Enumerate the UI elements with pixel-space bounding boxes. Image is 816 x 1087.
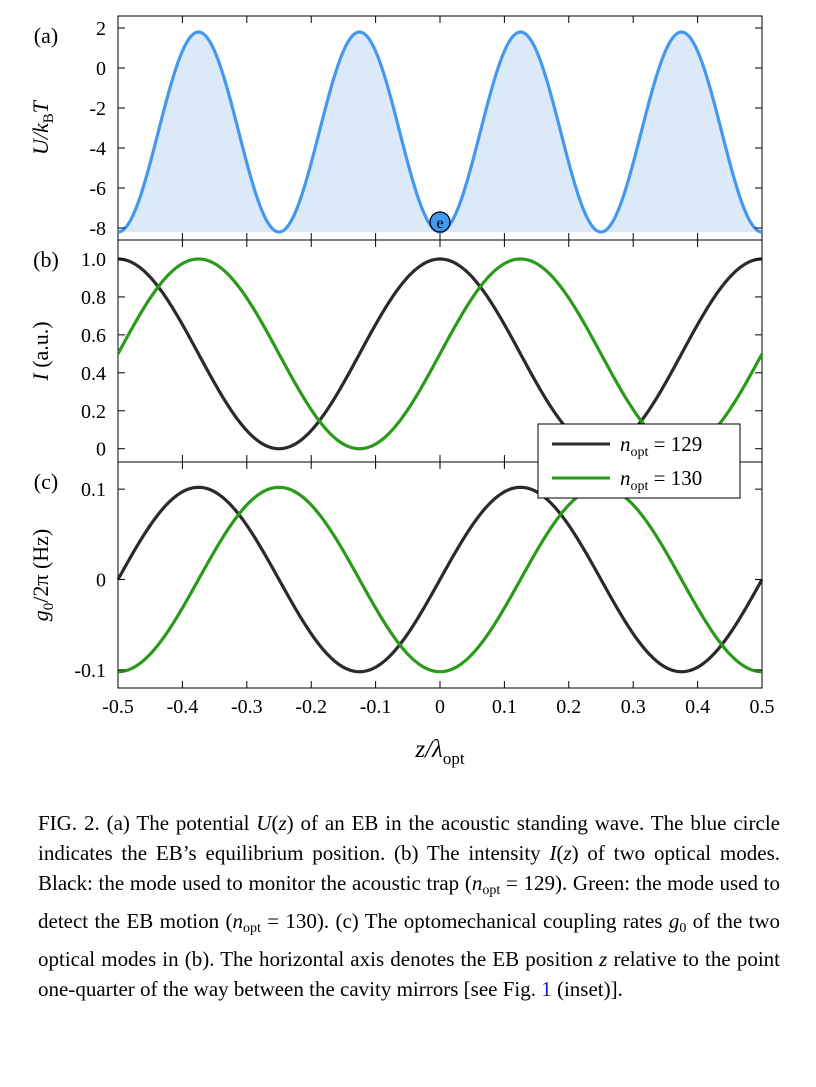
x-tick-label: 0.5 — [750, 696, 775, 718]
y-tick-label: -8 — [89, 218, 106, 240]
y-tick-label: -2 — [89, 98, 106, 120]
intensity-curve-129 — [117, 257, 763, 451]
figure: (a) 2 0 -2 -4 -6 -8 U/kBT e (b) 1.0 0.8 0.6 0.4 0.2 0 I… — [28, 15, 775, 768]
y-tick-label: 0.2 — [81, 401, 106, 423]
y-tick-label: 0 — [96, 58, 106, 80]
legend: nopt = 129 nopt = 130 — [537, 423, 741, 499]
x-tick-label: -0.3 — [231, 696, 263, 718]
y-tick-label: 2 — [96, 18, 106, 40]
y-tick-label: 0 — [96, 439, 106, 461]
intensity-curve-130 — [116, 257, 764, 451]
x-tick-label: -0.1 — [360, 696, 392, 718]
legend-entry: nopt = 129 — [620, 432, 702, 460]
panel-a: (a) 2 0 -2 -4 -6 -8 U/kBT e — [28, 15, 763, 241]
y-tick-label: 0.4 — [81, 363, 106, 385]
y-axis-label: I (a.u.) — [28, 321, 53, 381]
legend-entry: nopt = 130 — [620, 466, 702, 494]
potential-area — [118, 32, 762, 232]
eb-marker — [429, 211, 451, 233]
y-tick-label: -6 — [89, 178, 106, 200]
x-tick-label: 0.4 — [685, 696, 710, 718]
y-axis-label: g0/2π (Hz) — [28, 529, 57, 622]
panel-c: (c) 0.1 0 -0.1 g0/2π (Hz) — [28, 461, 764, 689]
eb-marker-label: e — [436, 215, 443, 232]
x-tick-label: -0.5 — [102, 696, 134, 718]
x-tick-label: -0.2 — [295, 696, 327, 718]
panel-label: (a) — [34, 23, 58, 48]
figure-reference-link[interactable]: 1 — [541, 977, 552, 1001]
x-tick-label: -0.4 — [167, 696, 199, 718]
panel-b: (b) 1.0 0.8 0.6 0.4 0.2 0 I (a.u.) — [28, 239, 764, 463]
coupling-curve-130 — [117, 485, 763, 674]
y-tick-label: 0.6 — [81, 325, 106, 347]
x-tick-label: 0.2 — [556, 696, 581, 718]
x-tick-label: 0.3 — [621, 696, 646, 718]
y-axis-label: U/kBT — [28, 99, 57, 155]
y-tick-label: 0 — [96, 570, 106, 592]
x-tick-label: 0.1 — [492, 696, 517, 718]
coupling-curve-129 — [116, 485, 764, 674]
y-tick-label: -4 — [89, 138, 106, 160]
y-tick-label: -0.1 — [74, 660, 106, 682]
x-axis: -0.5 -0.4 -0.3 -0.2 -0.1 0 0.1 0.2 0.3 0.4 0.5 z/λo… — [102, 696, 774, 768]
x-tick-label: 0 — [435, 696, 445, 718]
panel-label: (c) — [34, 469, 58, 494]
figure-caption: FIG. 2. (a) The potential U(z) of an EB … — [38, 811, 781, 1001]
legend-box — [537, 423, 741, 499]
panel-label: (b) — [33, 247, 59, 272]
y-tick-label: 0.1 — [81, 479, 106, 501]
y-tick-label: 1.0 — [81, 249, 106, 271]
y-tick-label: 0.8 — [81, 287, 106, 309]
x-axis-label: z/λopt — [414, 736, 465, 768]
